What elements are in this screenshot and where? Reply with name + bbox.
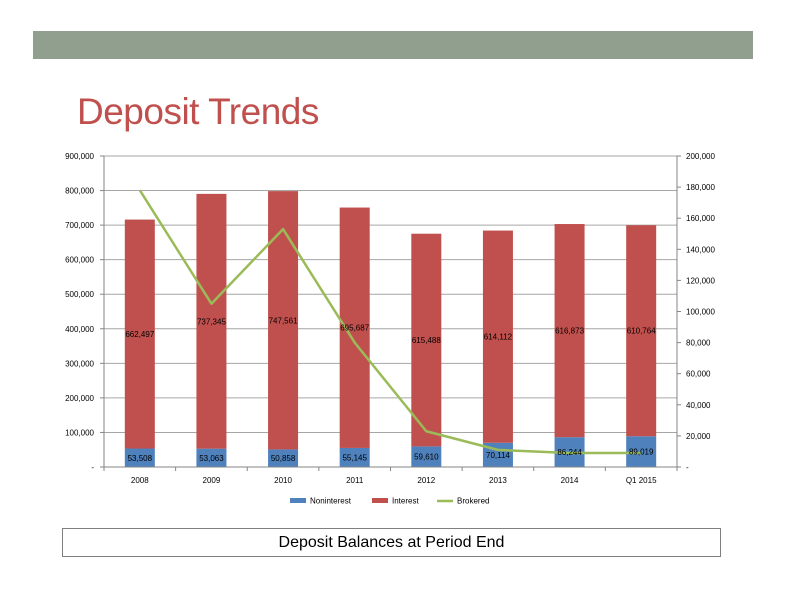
x-tick-label: 2011 <box>346 476 364 485</box>
right-tick-label: 160,000 <box>686 214 715 223</box>
bar-interest <box>411 233 442 447</box>
label-noninterest: 59,610 <box>414 453 439 462</box>
label-noninterest: 86,244 <box>557 448 582 457</box>
bar-noninterest <box>411 446 442 467</box>
x-tick-label: 2012 <box>417 476 435 485</box>
right-tick-label: 120,000 <box>686 276 715 285</box>
x-tick-label: 2013 <box>489 476 507 485</box>
label-interest: 747,561 <box>269 316 298 325</box>
bar-noninterest <box>196 448 227 467</box>
top-banner-bar <box>33 31 753 59</box>
bar-noninterest <box>124 448 155 467</box>
label-noninterest: 89,019 <box>629 448 654 457</box>
bars <box>124 191 657 467</box>
legend-brokered-label: Brokered <box>457 497 489 506</box>
left-tick-label: 900,000 <box>65 152 94 161</box>
bar-interest <box>196 193 227 449</box>
label-interest: 737,345 <box>197 317 226 326</box>
left-tick-label: 200,000 <box>65 394 94 403</box>
left-tick-label: 400,000 <box>65 325 94 334</box>
right-tick-label: 20,000 <box>686 432 711 441</box>
slide-title: Deposit Trends <box>77 91 319 132</box>
legend-interest: Interest <box>372 497 419 506</box>
left-tick-label: 100,000 <box>65 428 94 437</box>
label-interest: 695,687 <box>340 324 369 333</box>
brokered-line-layer <box>138 189 642 455</box>
left-tick-label: 700,000 <box>65 221 94 230</box>
label-interest: 616,873 <box>555 327 584 336</box>
x-tick-label: 2008 <box>131 476 149 485</box>
bar-interest <box>554 224 585 438</box>
right-tick-label: 80,000 <box>686 339 711 348</box>
label-noninterest: 50,858 <box>271 454 296 463</box>
bar-noninterest <box>626 436 657 467</box>
label-noninterest: 53,508 <box>128 454 153 463</box>
chart-caption: Deposit Balances at Period End <box>278 533 505 551</box>
right-tick-label: 180,000 <box>686 183 715 192</box>
left-tick-label: - <box>91 463 94 472</box>
legend: Noninterest Interest Brokered <box>290 497 489 506</box>
right-tick-label: 100,000 <box>686 308 715 317</box>
gridlines <box>104 155 677 468</box>
brokered-line <box>138 189 642 455</box>
label-interest: 615,488 <box>412 336 441 345</box>
right-tick-label: 60,000 <box>686 370 711 379</box>
chart-caption-box: Deposit Balances at Period End <box>62 528 721 557</box>
bar-interest <box>482 230 513 443</box>
x-tick-label: Q1 2015 <box>626 476 657 485</box>
right-tick-label: 140,000 <box>686 245 715 254</box>
label-noninterest: 70,114 <box>486 451 510 460</box>
data-labels: 53,508 662,497 53,063 737,345 50,858 747,561 5… <box>125 316 656 463</box>
left-tick-label: 800,000 <box>65 187 94 196</box>
bar-interest <box>124 219 155 449</box>
label-interest: 662,497 <box>125 330 154 339</box>
bar-noninterest <box>339 447 370 467</box>
x-tick-label: 2010 <box>274 476 292 485</box>
right-tick-label: 40,000 <box>686 401 711 410</box>
bar-noninterest <box>268 449 299 467</box>
left-tick-label: 600,000 <box>65 256 94 265</box>
label-interest: 614,112 <box>484 333 513 342</box>
x-tick-label: 2009 <box>203 476 221 485</box>
left-tick-label: 300,000 <box>65 359 94 368</box>
legend-noninterest-label: Noninterest <box>310 497 352 506</box>
x-tick-label: 2014 <box>561 476 579 485</box>
bar-interest <box>268 191 299 450</box>
legend-interest-swatch <box>372 498 388 503</box>
label-noninterest: 55,145 <box>342 453 367 462</box>
legend-interest-label: Interest <box>392 497 419 506</box>
deposit-trends-chart: 53,508 662,497 53,063 737,345 50,858 747,561 5… <box>65 152 715 506</box>
right-tick-label: 200,000 <box>686 152 715 161</box>
bar-interest <box>626 225 657 437</box>
legend-noninterest: Noninterest <box>290 497 352 506</box>
axes: - 100,000 200,000 300,000 400,000 500,000 600,… <box>65 152 715 485</box>
legend-noninterest-swatch <box>290 498 306 503</box>
label-interest: 610,764 <box>627 327 656 336</box>
right-tick-label: - <box>686 463 689 472</box>
left-tick-label: 500,000 <box>65 290 94 299</box>
label-noninterest: 53,063 <box>199 454 224 463</box>
legend-brokered: Brokered <box>437 497 489 506</box>
